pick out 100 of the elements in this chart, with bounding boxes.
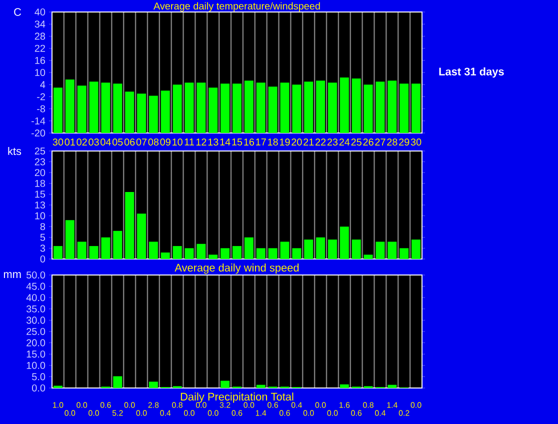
x-tick-label: 18: [268, 138, 278, 146]
y-tick-label: 23: [34, 158, 46, 166]
y-tick-label: 4: [40, 81, 46, 88]
y-tick-label: 25: [34, 147, 46, 155]
bar: [412, 240, 421, 259]
bar: [244, 80, 254, 133]
text: Last 31 days: [439, 67, 504, 78]
bar: [340, 78, 349, 133]
bar: [328, 240, 337, 259]
bar: [412, 84, 421, 133]
bar: [388, 80, 397, 133]
bar: [304, 82, 314, 133]
y-tick-label: -20: [32, 129, 46, 137]
bar: [137, 214, 146, 259]
y-tick-label: 18: [35, 180, 46, 187]
bar: [101, 82, 110, 133]
y-tick-label: 13: [35, 201, 46, 209]
bar: [160, 90, 170, 133]
x-tick-label: 17: [256, 138, 266, 146]
y-tick-label: 20.0: [26, 339, 46, 346]
bar: [160, 252, 170, 259]
x-tick-label: 22: [316, 138, 326, 146]
y-tick-label: 35.0: [26, 305, 46, 312]
bar: [53, 88, 62, 133]
bar: [256, 248, 266, 259]
bar: [148, 96, 158, 133]
y-tick-label: 15.0: [26, 350, 46, 358]
bar: [113, 230, 122, 259]
y-tick-label: 0: [40, 255, 46, 263]
x-axis-title: Daily Precipitation Total: [180, 392, 294, 403]
x-tick-label: 01: [64, 138, 75, 146]
y-tick-label: 28: [34, 32, 46, 40]
bar: [65, 220, 74, 259]
bar: [101, 237, 110, 259]
bar: [184, 82, 194, 133]
x-tick-label: 21: [304, 138, 314, 146]
bar: [292, 84, 302, 133]
bar: [388, 242, 397, 259]
bar: [113, 376, 122, 388]
y-tick-label: 5: [40, 234, 46, 241]
y-tick-label: 40: [34, 8, 46, 16]
x-tick-label: 19: [280, 138, 290, 146]
x-tick-label: 04: [100, 138, 111, 146]
x-tick-label: 30: [410, 138, 422, 146]
x-tick-label: 03: [88, 138, 99, 146]
y-tick-label: -8: [37, 105, 46, 112]
bar: [316, 80, 326, 133]
y-tick-label: 5.0: [32, 373, 46, 380]
x-tick-label: 06: [124, 138, 135, 146]
bar: [208, 88, 218, 133]
y-tick-label: 22: [34, 44, 45, 52]
bar: [172, 84, 182, 133]
x-tick-label: 05: [112, 138, 123, 146]
x-tick-label: 14: [220, 138, 230, 146]
x-axis-title: Average daily wind speed: [174, 264, 299, 274]
y-axis-title: kts: [8, 146, 22, 156]
bar: [304, 240, 314, 259]
bar: [352, 240, 361, 259]
bar: [89, 82, 98, 133]
bar: [208, 254, 218, 259]
bar: [148, 242, 158, 259]
bar: [340, 226, 349, 259]
y-tick-label: 10.0: [26, 362, 46, 369]
y-tick-label: 10: [35, 68, 46, 76]
y-tick-label: 20: [34, 169, 46, 176]
bar: [232, 246, 242, 259]
x-tick-label: 11: [184, 138, 194, 146]
y-tick-label: 30.0: [26, 316, 46, 324]
x-tick-label: 26: [363, 138, 374, 146]
bar: [376, 82, 385, 133]
bar: [400, 84, 409, 133]
y-tick-label: 3: [40, 244, 46, 252]
bar: [184, 248, 194, 259]
bar: [77, 242, 86, 259]
y-axis-title: mm: [4, 272, 21, 278]
x-tick-label: 24: [339, 138, 350, 146]
x-tick-label: 29: [399, 138, 410, 146]
bar: [340, 384, 349, 388]
bar: [268, 86, 278, 133]
x-tick-label: 30: [52, 138, 64, 146]
bar: [256, 384, 266, 388]
x-tick-label: 16: [244, 138, 254, 146]
x-tick-label: 10: [172, 138, 182, 146]
y-tick-label: 10: [35, 212, 46, 220]
bar: [172, 246, 182, 259]
x-tick-label: 12: [196, 138, 206, 146]
bar: [388, 384, 397, 388]
y-tick-label: 45.0: [26, 282, 46, 290]
bar: [280, 82, 290, 133]
bar: [280, 242, 290, 259]
bar: [196, 244, 206, 259]
x-tick-label: 07: [136, 138, 147, 146]
x-tick-label: 02: [76, 138, 87, 146]
bar: [125, 192, 134, 259]
bar: [220, 248, 230, 259]
x-tick-label: 27: [375, 138, 386, 146]
y-tick-label: 16: [35, 56, 46, 64]
x-tick-label: 28: [387, 138, 398, 146]
x-tick-label: 25: [351, 138, 362, 146]
bar: [268, 248, 278, 259]
